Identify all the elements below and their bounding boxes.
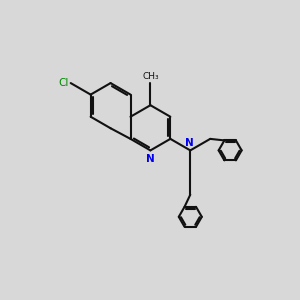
Text: N: N — [146, 154, 155, 164]
Text: N: N — [185, 137, 194, 148]
Text: Cl: Cl — [58, 78, 68, 88]
Text: CH₃: CH₃ — [142, 72, 159, 81]
